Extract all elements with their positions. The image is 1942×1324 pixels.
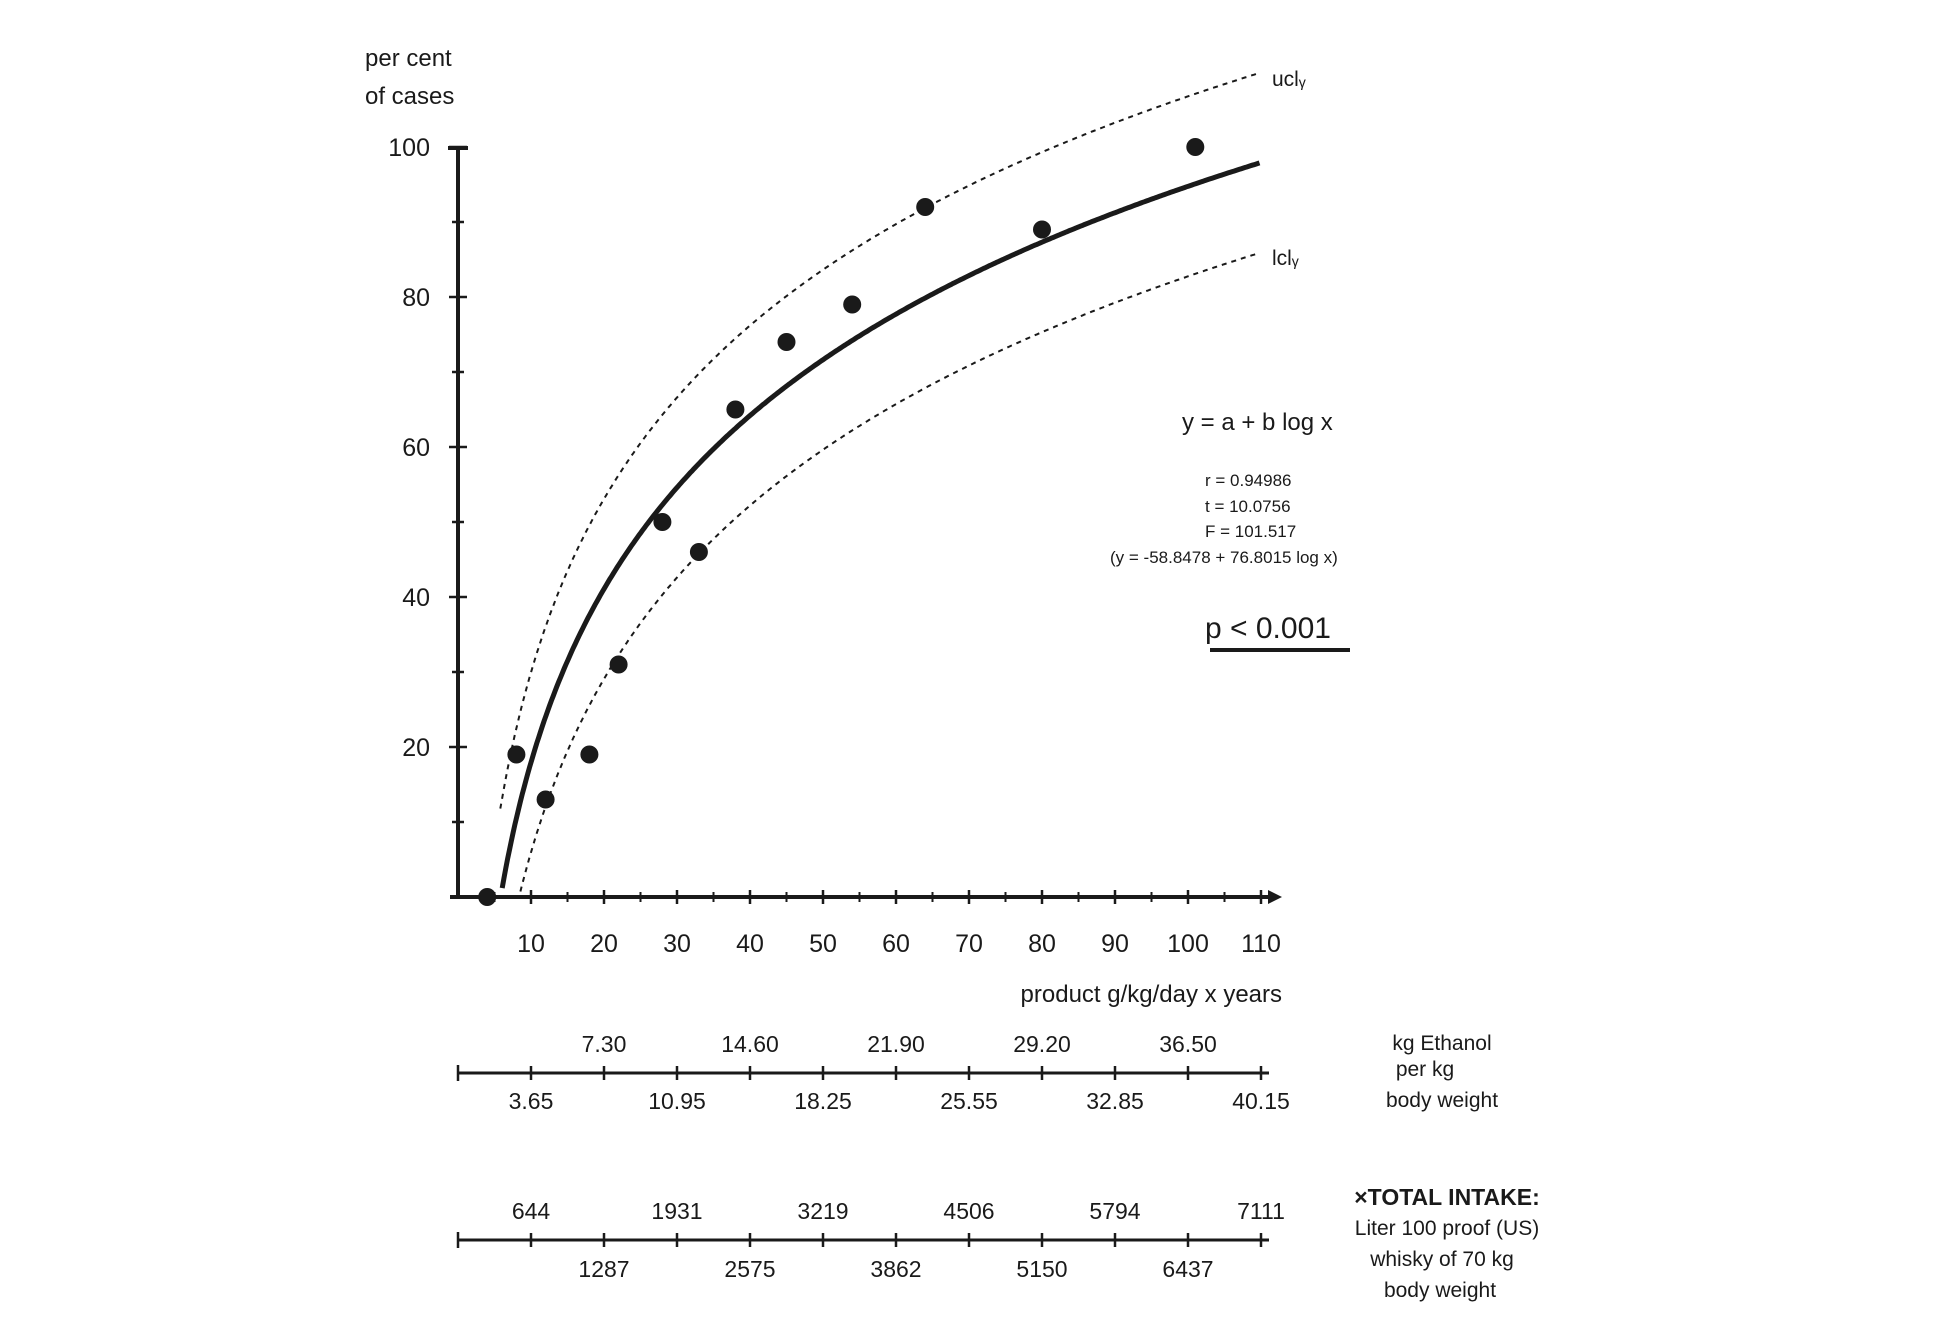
scale1-tick-label: 21.90 [867, 1031, 925, 1057]
data-point [478, 888, 497, 906]
x-tick-label: 50 [809, 930, 837, 958]
y-tick-label: 80 [402, 284, 430, 312]
scale1-tick-label: 3.65 [509, 1088, 554, 1114]
scale2-tick-label: 4506 [943, 1198, 994, 1224]
stat-fit-equation: (y = -58.8478 + 76.8015 log x) [1110, 548, 1338, 567]
scale2-tick-label: 6437 [1162, 1256, 1213, 1282]
x-tick-label: 100 [1167, 930, 1209, 958]
y-tick-label: 100 [388, 134, 430, 162]
lower-confidence-line [519, 251, 1260, 892]
x-tick-label: 70 [955, 930, 983, 958]
data-point [726, 400, 745, 419]
scale1-tick-label: 40.15 [1232, 1088, 1290, 1114]
scale2-tick-label: 2575 [724, 1256, 775, 1282]
scale2-label-line1: Liter 100 proof (US) [1355, 1217, 1539, 1240]
y-tick-label: 20 [402, 734, 430, 762]
scale1-tick-label: 36.50 [1159, 1031, 1217, 1057]
data-point [777, 333, 796, 351]
scale2-tick-label: 644 [512, 1198, 551, 1224]
x-tick-label: 40 [736, 930, 764, 958]
lcl-label: lclᵧ [1272, 247, 1299, 270]
scale1-tick-label: 18.25 [794, 1088, 852, 1114]
data-point [1033, 220, 1051, 239]
scale2-tick-label: 3219 [797, 1198, 848, 1224]
p-value: p < 0.001 [1205, 612, 1331, 645]
x-axis-title: product g/kg/day x years [1021, 981, 1282, 1008]
scale2-tick-label: 5794 [1089, 1198, 1140, 1224]
scale1-tick-label: 25.55 [940, 1088, 998, 1114]
y-tick-label: 40 [402, 584, 430, 612]
data-point [609, 655, 628, 674]
x-tick-label: 60 [882, 930, 910, 958]
x-tick-label: 110 [1241, 930, 1281, 958]
scale2-label-title: ×TOTAL INTAKE: [1354, 1184, 1540, 1210]
scale2-label-line3: body weight [1384, 1279, 1496, 1302]
scale1-tick-label: 7.30 [582, 1031, 627, 1057]
x-tick-label: 20 [590, 930, 618, 958]
stat-f: F = 101.517 [1205, 522, 1296, 541]
regression-curve [499, 160, 1261, 889]
scale1-label-line2: per kg [1396, 1058, 1454, 1081]
plot-area: 20 40 60 80 100 10 20 30 40 50 60 70 80 90 100 110 7.30 1… [388, 71, 1290, 1282]
data-point [653, 513, 672, 531]
scale1-label-line3: body weight [1386, 1089, 1498, 1112]
y-tick-label: 60 [402, 434, 430, 462]
regression-equation: y = a + b log x [1182, 409, 1333, 436]
stat-r: r = 0.94986 [1205, 471, 1292, 490]
data-point [580, 745, 599, 764]
upper-confidence-line [499, 71, 1260, 809]
scale2-tick-label: 3862 [870, 1256, 921, 1282]
scale1-label-line1: kg Ethanol [1392, 1032, 1491, 1055]
x-tick-label: 10 [517, 930, 545, 958]
x-tick-label: 80 [1028, 930, 1056, 958]
scale1-tick-label: 14.60 [721, 1031, 779, 1057]
scale2-tick-label: 5150 [1016, 1256, 1067, 1282]
x-tick-label: 90 [1101, 930, 1129, 958]
scale2-tick-label: 1931 [651, 1198, 702, 1224]
scale1-tick-label: 29.20 [1013, 1031, 1071, 1057]
data-point [689, 543, 708, 561]
scale1-tick-label: 32.85 [1086, 1088, 1144, 1114]
data-point [1186, 138, 1205, 156]
scale2-tick-label: 7111 [1237, 1198, 1285, 1224]
scale1-tick-label: 10.95 [648, 1088, 706, 1114]
ucl-label: uclᵧ [1272, 68, 1306, 91]
stat-t: t = 10.0756 [1205, 497, 1291, 516]
scale2-label-line2: whisky of 70 kg [1369, 1248, 1514, 1271]
data-point [843, 295, 862, 314]
y-axis-title-line2: of cases [365, 83, 454, 110]
data-point [507, 745, 526, 764]
x-axis-arrow [1268, 890, 1282, 904]
scale2-tick-label: 1287 [578, 1256, 629, 1282]
x-tick-label: 30 [663, 930, 691, 958]
data-point [916, 198, 935, 216]
y-axis-title-line1: per cent [365, 45, 452, 72]
data-point [536, 790, 555, 809]
